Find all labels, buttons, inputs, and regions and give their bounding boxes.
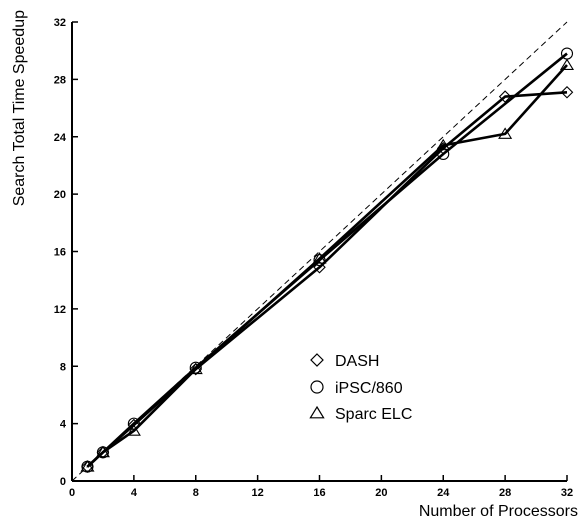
data-point-triangle	[126, 424, 141, 436]
series-line-sparc-elc	[86, 64, 568, 468]
legend-label-ipsc860: iPSC/860	[335, 380, 403, 397]
x-axis-title: Number of Processors	[419, 503, 578, 520]
data-point-triangle	[95, 445, 110, 458]
legend-diamond-marker	[310, 353, 324, 367]
y-tick-label: 12	[54, 304, 66, 316]
legend-label-dash: DASH	[335, 353, 379, 370]
y-tick-label: 24	[54, 132, 67, 144]
x-axis-ticks: 0 4 8 12 16 20 24 28 32	[69, 475, 573, 499]
y-tick-label: 28	[54, 74, 66, 86]
data-point-triangle	[436, 138, 451, 151]
legend-item-dash: DASH	[310, 353, 379, 370]
y-tick-label: 0	[60, 476, 66, 488]
data-point-diamond	[313, 261, 326, 274]
x-tick-label: 0	[69, 487, 75, 499]
y-tick-label: 8	[60, 361, 66, 373]
y-axis-title: Search Total Time Speedup	[11, 10, 28, 206]
legend-triangle-marker	[309, 405, 325, 419]
data-point-triangle	[80, 460, 95, 472]
data-point-diamond	[560, 86, 574, 99]
x-tick-label: 4	[131, 487, 138, 499]
y-axis-ticks: 0 4 8 12 16 20 24 28 32	[54, 17, 78, 488]
axes: 0 4 8 12 16 20 24 28 32 0 4 8 12 16 20 24 28 32	[54, 17, 573, 499]
series-dash	[81, 86, 574, 473]
data-point-triangle	[312, 252, 327, 264]
series-line-dash	[86, 90, 568, 468]
y-tick-label: 32	[54, 17, 66, 29]
data-point-circle	[560, 47, 574, 60]
x-tick-label: 32	[561, 487, 573, 499]
x-tick-label: 28	[499, 487, 511, 499]
x-tick-label: 16	[313, 487, 325, 499]
data-point-triangle	[559, 58, 575, 70]
legend-circle-marker	[310, 380, 324, 394]
x-tick-label: 8	[193, 487, 199, 499]
x-tick-label: 20	[375, 487, 387, 499]
data-point-triangle	[498, 127, 513, 139]
legend: DASH iPSC/860 Sparc ELC	[309, 353, 412, 423]
data-point-circle	[313, 254, 326, 267]
legend-label-sparc-elc: Sparc ELC	[335, 406, 412, 423]
x-tick-label: 24	[437, 487, 450, 499]
y-tick-label: 20	[54, 189, 66, 201]
x-tick-label: 12	[252, 487, 264, 499]
legend-item-sparc-elc: Sparc ELC	[309, 405, 412, 423]
legend-item-ipsc860: iPSC/860	[310, 380, 403, 397]
series-sparc-elc	[80, 58, 575, 472]
series-layer	[80, 47, 575, 473]
y-tick-label: 16	[54, 247, 66, 259]
data-point-triangle	[188, 362, 203, 375]
y-tick-label: 4	[60, 419, 67, 431]
